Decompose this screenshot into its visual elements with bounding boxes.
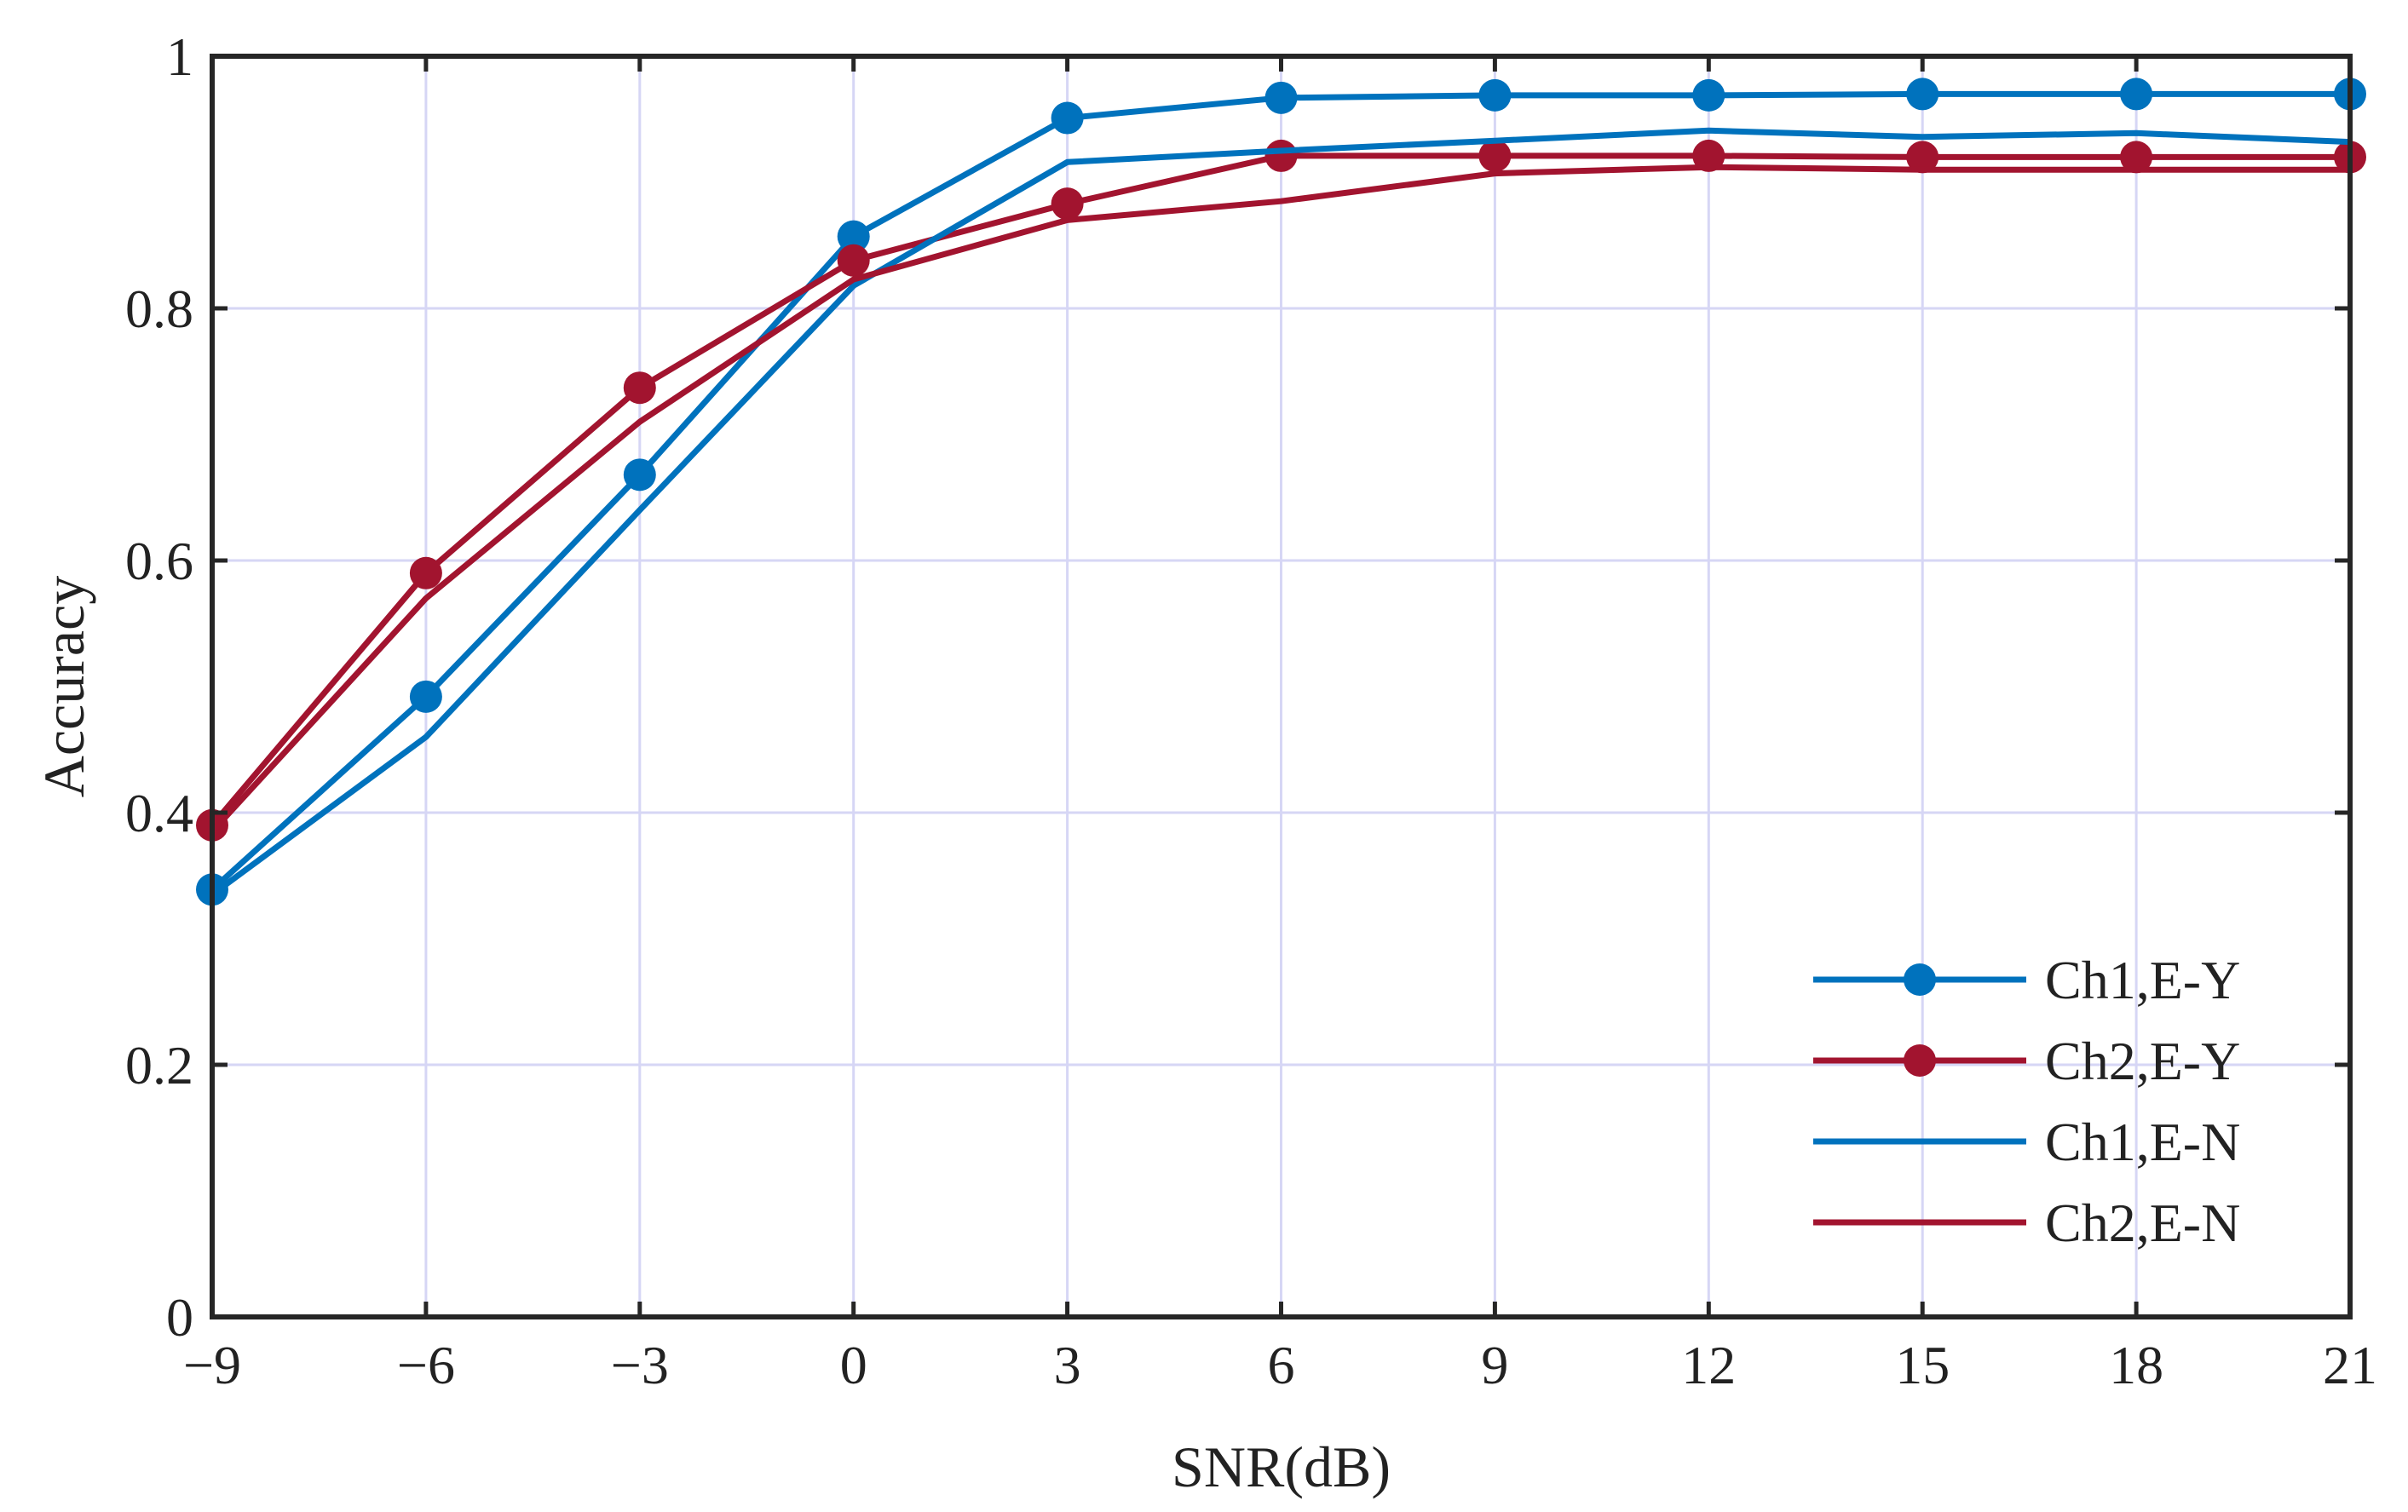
x-tick-label: 21 [2323, 1335, 2377, 1395]
axes [210, 54, 2353, 1319]
x-tick-label: 6 [1268, 1335, 1295, 1395]
legend-item: Ch2,E-Y [1813, 1031, 2240, 1091]
series-3 [210, 127, 2351, 898]
y-tick-label: 0.6 [125, 531, 193, 591]
legend-label: Ch2,E-N [2045, 1193, 2240, 1253]
y-tick-label: 0 [166, 1287, 193, 1348]
data-point [1264, 81, 1298, 114]
series-line [210, 164, 2350, 834]
legend-item: Ch1,E-Y [1813, 950, 2240, 1010]
series-layer [196, 78, 2366, 906]
x-tick-label: 15 [1895, 1335, 1950, 1395]
data-point [1906, 141, 1939, 174]
x-tick-label: −9 [183, 1335, 241, 1395]
data-point [2120, 78, 2153, 111]
x-tick-label: 18 [2109, 1335, 2163, 1395]
data-point [837, 220, 870, 253]
data-point [1692, 139, 1725, 172]
x-tick-label: 9 [1481, 1335, 1508, 1395]
data-point [623, 458, 656, 492]
legend-marker [1904, 963, 1936, 996]
x-tick-label: 0 [840, 1335, 867, 1395]
y-tick-label: 0.4 [125, 783, 193, 843]
grid [210, 55, 2352, 1319]
x-tick-label: 3 [1054, 1335, 1081, 1395]
legend-label: Ch1,E-N [2045, 1112, 2240, 1172]
data-point [623, 371, 656, 405]
data-point [1692, 78, 1725, 112]
data-point [1478, 139, 1512, 172]
tick-labels: −9 −6 −3 0 3 6 9 12 15 18 21 0 0.2 0.4 0.6 0.8 1 [125, 26, 2377, 1395]
x-tick-label: −6 [397, 1335, 455, 1395]
x-axis-label: SNR(dB) [1172, 1434, 1391, 1499]
series-line [210, 127, 2351, 898]
data-point [409, 680, 442, 713]
data-point [1478, 78, 1512, 112]
data-point [2120, 141, 2153, 174]
legend-marker [1904, 1044, 1936, 1077]
series-1 [196, 78, 2366, 906]
legend-label: Ch1,E-Y [2045, 950, 2240, 1010]
x-tick-label: 12 [1681, 1335, 1736, 1395]
data-point [1051, 101, 1084, 135]
data-point [1051, 187, 1084, 221]
data-point [1906, 78, 1939, 111]
y-tick-label: 0.8 [125, 279, 193, 339]
y-tick-label: 0.2 [125, 1035, 193, 1095]
legend: Ch1,E-Y Ch2,E-Y Ch1,E-N Ch2,E-N [1813, 950, 2240, 1253]
legend-item: Ch2,E-N [1813, 1193, 2240, 1253]
series-2 [196, 139, 2366, 842]
data-point [1264, 139, 1298, 172]
x-tick-label: −3 [611, 1335, 669, 1395]
legend-item: Ch1,E-N [1813, 1112, 2240, 1172]
y-axis-label: Accuracy [32, 576, 96, 797]
legend-label: Ch2,E-Y [2045, 1031, 2240, 1091]
y-tick-label: 1 [166, 26, 193, 87]
series-4 [210, 164, 2350, 834]
data-point [837, 244, 870, 277]
data-point [409, 556, 442, 589]
